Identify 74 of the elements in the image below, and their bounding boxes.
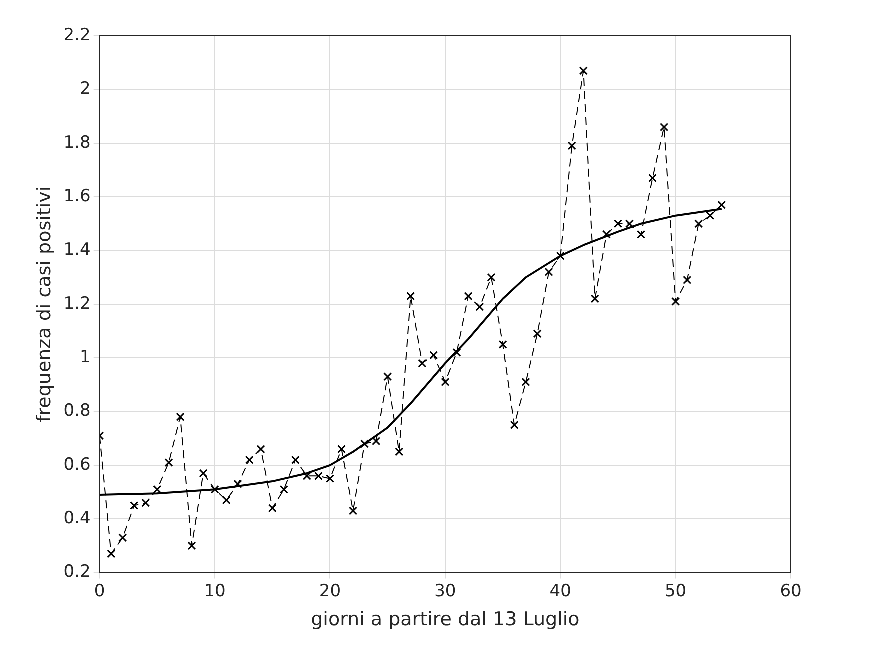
point — [683, 276, 692, 285]
point — [142, 498, 150, 508]
point — [326, 474, 335, 484]
point — [625, 220, 634, 228]
point — [672, 297, 680, 306]
point — [636, 230, 646, 239]
point — [130, 501, 139, 510]
point — [210, 485, 220, 494]
point — [107, 550, 116, 558]
point — [706, 212, 715, 220]
point — [418, 359, 427, 368]
point — [464, 292, 473, 301]
x-tick-label: 30 — [434, 581, 456, 602]
point — [118, 534, 128, 542]
point — [568, 142, 576, 150]
point — [360, 440, 370, 448]
point — [280, 485, 288, 494]
x-tick-label: 0 — [94, 581, 106, 602]
x-tick-label: 20 — [319, 581, 342, 602]
y-axis-title: frequenza di casi positivi — [33, 186, 56, 422]
x-tick-label: 40 — [550, 581, 572, 602]
point — [256, 445, 266, 454]
point — [234, 480, 242, 489]
y-tick-label: 1.6 — [64, 186, 91, 206]
y-tick-label: 1.4 — [64, 240, 91, 260]
point — [314, 472, 323, 480]
point — [372, 437, 381, 446]
point — [556, 252, 565, 260]
point — [614, 220, 622, 228]
point — [590, 294, 600, 304]
y-tick-label: 2 — [80, 79, 91, 100]
point — [268, 504, 277, 513]
point — [648, 174, 658, 183]
y-tick-label: 0.2 — [64, 562, 91, 582]
point — [222, 496, 231, 505]
y-tick-label: 1 — [80, 348, 91, 368]
point — [602, 230, 611, 239]
point — [199, 469, 208, 478]
point — [188, 542, 196, 550]
point — [176, 412, 185, 422]
point — [441, 378, 450, 387]
point — [510, 420, 519, 430]
point — [476, 302, 484, 312]
point — [544, 268, 554, 276]
point — [164, 458, 174, 468]
point — [337, 445, 346, 454]
point — [430, 351, 438, 360]
x-tick-label: 10 — [204, 581, 226, 602]
y-tick-label: 0.4 — [64, 508, 91, 529]
point — [406, 292, 416, 301]
x-axis-title: giorni a partire dal 13 Luglio — [311, 608, 580, 631]
y-tick-label: 0.8 — [64, 401, 91, 422]
y-tick-label: 2.2 — [64, 25, 91, 46]
x-tick-label: 50 — [664, 581, 687, 602]
point — [487, 273, 496, 282]
point — [522, 378, 530, 387]
point — [452, 348, 462, 357]
y-tick-label: 0.6 — [64, 454, 91, 475]
point — [245, 456, 254, 464]
point — [579, 66, 588, 76]
point — [498, 340, 508, 349]
point — [395, 448, 404, 456]
point — [348, 506, 358, 516]
point — [291, 456, 300, 464]
point — [384, 372, 392, 382]
y-tick-label: 1.2 — [64, 294, 91, 314]
point — [694, 220, 704, 228]
x-tick-label: 60 — [780, 581, 802, 602]
point — [533, 330, 542, 338]
point — [153, 485, 162, 494]
point — [302, 472, 312, 480]
point — [660, 122, 669, 132]
y-tick-label: 1.8 — [64, 132, 91, 153]
point — [718, 200, 726, 210]
